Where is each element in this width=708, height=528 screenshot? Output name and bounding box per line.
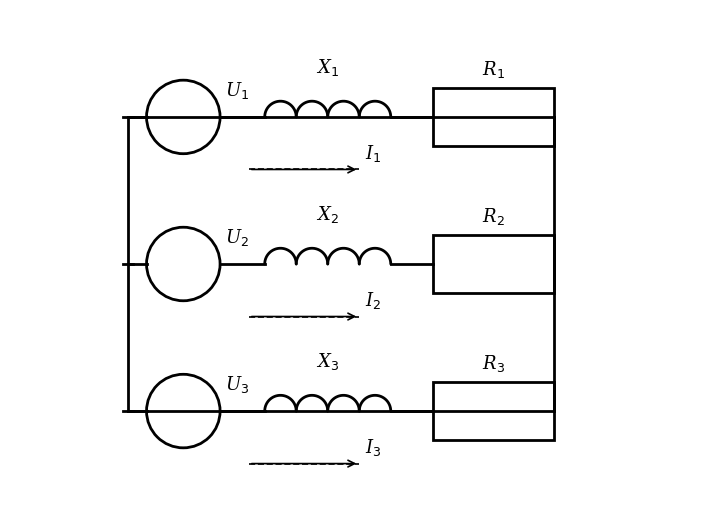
Text: R$_2$: R$_2$ xyxy=(482,206,505,227)
Text: U$_1$: U$_1$ xyxy=(225,80,249,101)
FancyBboxPatch shape xyxy=(433,88,554,146)
Text: R$_3$: R$_3$ xyxy=(481,353,505,374)
FancyBboxPatch shape xyxy=(433,382,554,440)
Text: I$_1$: I$_1$ xyxy=(365,143,381,164)
Text: I$_3$: I$_3$ xyxy=(365,437,381,458)
Text: U$_2$: U$_2$ xyxy=(225,227,249,248)
Text: X$_1$: X$_1$ xyxy=(316,56,339,78)
FancyBboxPatch shape xyxy=(433,235,554,293)
Text: U$_3$: U$_3$ xyxy=(225,374,250,395)
Text: R$_1$: R$_1$ xyxy=(481,59,505,80)
Text: I$_2$: I$_2$ xyxy=(365,290,381,312)
Text: X$_2$: X$_2$ xyxy=(316,204,339,224)
Text: X$_3$: X$_3$ xyxy=(316,351,339,372)
